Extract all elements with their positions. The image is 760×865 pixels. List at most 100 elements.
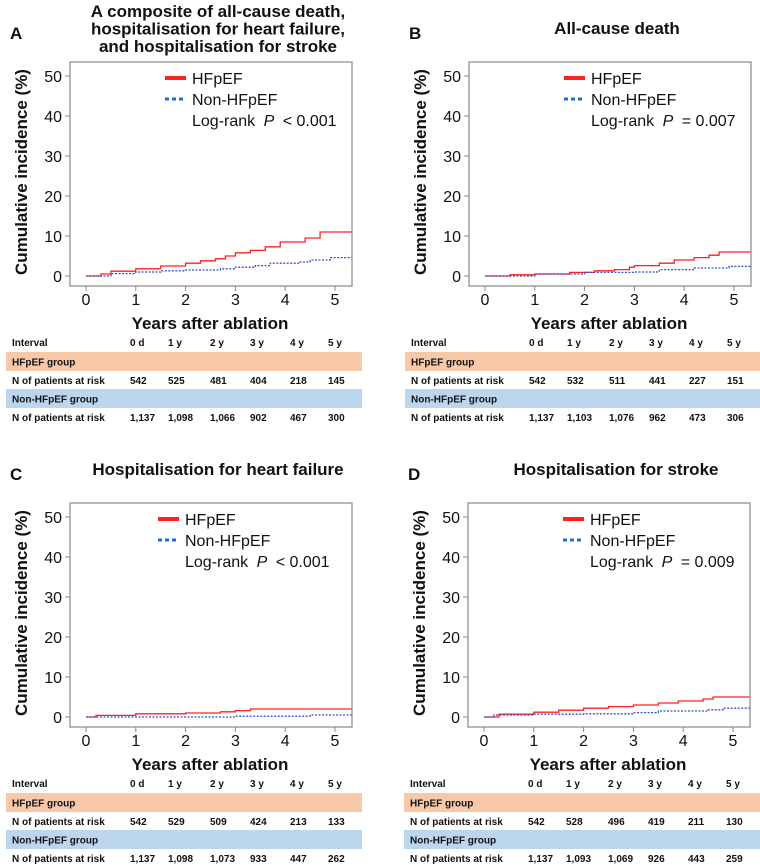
- risk-table-header: 2 y: [210, 779, 224, 790]
- x-tick-label: 5: [331, 733, 340, 750]
- x-tick-label: 4: [281, 292, 290, 309]
- panel-letter: C: [10, 465, 22, 484]
- risk-table-header: 4 y: [290, 338, 304, 349]
- risk-table-cell: 213: [290, 817, 307, 828]
- y-tick-label: 0: [451, 710, 460, 727]
- y-axis-label: Cumulative incidence (%): [12, 69, 31, 275]
- y-tick-label: 20: [44, 630, 62, 647]
- x-tick-label: 2: [579, 733, 588, 750]
- chart-title: A composite of all-cause death,: [91, 2, 345, 21]
- risk-table-cell: 542: [528, 817, 545, 828]
- y-tick-label: 40: [44, 109, 62, 126]
- risk-table-cell: 441: [649, 376, 666, 387]
- risk-table-header: 2 y: [210, 338, 224, 349]
- plot-frame: [468, 61, 752, 287]
- x-tick-label: 0: [481, 292, 490, 309]
- risk-table-group-band: [6, 793, 362, 812]
- y-axis-label: Cumulative incidence (%): [411, 69, 430, 275]
- p-symbol: P: [663, 113, 674, 130]
- km-curve-hfpef: [86, 708, 352, 718]
- x-tick-label: 0: [480, 733, 489, 750]
- km-curve-non-hfpef: [484, 707, 750, 718]
- risk-table-group-band: [405, 389, 760, 408]
- risk-table-cell: 1,069: [608, 854, 633, 865]
- risk-table-header: Interval: [410, 779, 446, 790]
- risk-table-row-label: N of patients at risk: [12, 817, 105, 828]
- panel-a: A A composite of all-cause death,hospital…: [6, 2, 362, 424]
- plot-frame: [467, 502, 751, 728]
- risk-table-cell: 1,076: [609, 413, 634, 424]
- risk-table-cell: 542: [529, 376, 546, 387]
- y-tick-label: 20: [44, 189, 62, 206]
- risk-table-header: 0 d: [130, 338, 144, 349]
- x-tick-label: 3: [630, 292, 639, 309]
- risk-table-cell: 528: [566, 817, 583, 828]
- risk-table-cell: 1,137: [528, 854, 553, 865]
- risk-table-cell: 130: [726, 817, 743, 828]
- risk-table-cell: 1,073: [210, 854, 235, 865]
- x-tick-label: 3: [629, 733, 638, 750]
- y-tick-label: 30: [442, 590, 460, 607]
- risk-table-cell: 1,137: [130, 854, 155, 865]
- risk-table-cell: 1,098: [168, 854, 193, 865]
- chart-title: All-cause death: [554, 19, 680, 38]
- log-rank-prefix: Log-rank: [192, 113, 260, 130]
- panel-c: C Hospitalisation for heart failure010203…: [6, 460, 362, 865]
- risk-table-cell: 1,093: [566, 854, 591, 865]
- x-axis-label: Years after ablation: [531, 314, 688, 333]
- legend-label-non-hfpef: Non-HFpEF: [591, 92, 677, 109]
- risk-table-header: 0 d: [528, 779, 542, 790]
- y-tick-label: 50: [44, 69, 62, 86]
- p-symbol: P: [662, 554, 673, 571]
- panel-letter: B: [409, 24, 421, 43]
- km-curve-hfpef: [485, 251, 751, 277]
- risk-table-cell: 133: [328, 817, 345, 828]
- risk-table-cell: 211: [688, 817, 705, 828]
- x-tick-label: 5: [729, 733, 738, 750]
- x-tick-label: 1: [529, 733, 538, 750]
- risk-table-row-label: N of patients at risk: [12, 854, 105, 865]
- risk-table-cell: 902: [250, 413, 267, 424]
- risk-table-header: 1 y: [566, 779, 580, 790]
- x-axis-label: Years after ablation: [132, 314, 289, 333]
- x-tick-label: 4: [679, 733, 688, 750]
- risk-table-cell: 447: [290, 854, 307, 865]
- x-axis-label: Years after ablation: [530, 755, 687, 774]
- risk-table-cell: 1,103: [567, 413, 592, 424]
- risk-table-cell: 511: [609, 376, 626, 387]
- risk-table-header: 1 y: [168, 779, 182, 790]
- risk-table-cell: 262: [328, 854, 345, 865]
- risk-table-group-name: Non-HFpEF group: [410, 836, 496, 847]
- risk-table-cell: 529: [168, 817, 185, 828]
- plot-frame: [69, 502, 353, 728]
- risk-table-cell: 424: [250, 817, 267, 828]
- x-tick-label: 1: [131, 292, 140, 309]
- risk-table-cell: 404: [250, 376, 267, 387]
- y-axis-label: Cumulative incidence (%): [410, 510, 429, 716]
- x-tick-label: 0: [82, 292, 91, 309]
- y-tick-label: 10: [44, 229, 62, 246]
- risk-table-header: 5 y: [726, 779, 740, 790]
- risk-table-header: 5 y: [328, 779, 342, 790]
- y-tick-label: 30: [443, 149, 461, 166]
- risk-table-group-band: [404, 793, 760, 812]
- y-tick-label: 10: [44, 670, 62, 687]
- chart-title: Hospitalisation for heart failure: [92, 460, 343, 479]
- risk-table-header: 2 y: [608, 779, 622, 790]
- y-tick-label: 50: [443, 69, 461, 86]
- risk-table-header: 3 y: [250, 338, 264, 349]
- km-curve-non-hfpef: [86, 256, 352, 277]
- risk-table-header: 2 y: [609, 338, 623, 349]
- risk-table-cell: 962: [649, 413, 666, 424]
- risk-table-group-band: [6, 352, 362, 371]
- y-tick-label: 10: [443, 229, 461, 246]
- x-tick-label: 2: [181, 292, 190, 309]
- y-tick-label: 40: [44, 550, 62, 567]
- chart-title: and hospitalisation for stroke: [99, 37, 337, 56]
- risk-table-header: Interval: [12, 779, 48, 790]
- risk-table-group-band: [404, 830, 760, 849]
- log-rank-prefix: Log-rank: [185, 554, 253, 571]
- risk-table-cell: 509: [210, 817, 227, 828]
- p-symbol: P: [264, 113, 275, 130]
